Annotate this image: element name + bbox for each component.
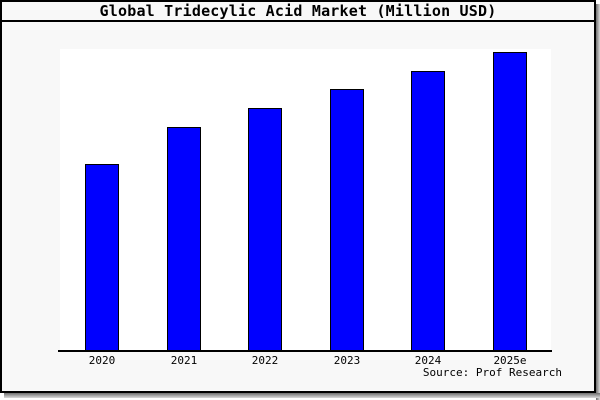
bar-2025e bbox=[493, 52, 527, 352]
bar-2021 bbox=[167, 127, 201, 352]
x-tick-label-2023: 2023 bbox=[333, 354, 361, 367]
figure-frame: Global Tridecylic Acid Market (Million U… bbox=[0, 0, 596, 393]
x-tick-label-2020: 2020 bbox=[88, 354, 116, 367]
x-tick-label-2022: 2022 bbox=[251, 354, 279, 367]
bar-2023 bbox=[330, 89, 364, 352]
x-tick-label-2021: 2021 bbox=[170, 354, 198, 367]
title-bar: Global Tridecylic Acid Market (Million U… bbox=[2, 2, 594, 22]
drop-shadow-bottom bbox=[4, 393, 600, 398]
x-tick-label-2025e: 2025e bbox=[493, 354, 527, 367]
x-tick-label-2024: 2024 bbox=[414, 354, 442, 367]
source-attribution: Source: Prof Research bbox=[422, 366, 562, 379]
plot-area bbox=[60, 49, 551, 351]
chart-title: Global Tridecylic Acid Market (Million U… bbox=[99, 2, 497, 20]
bar-2020 bbox=[85, 164, 119, 352]
x-axis-line bbox=[58, 350, 552, 352]
drop-shadow-right bbox=[596, 4, 600, 400]
bar-2024 bbox=[411, 71, 445, 352]
bar-2022 bbox=[248, 108, 282, 352]
